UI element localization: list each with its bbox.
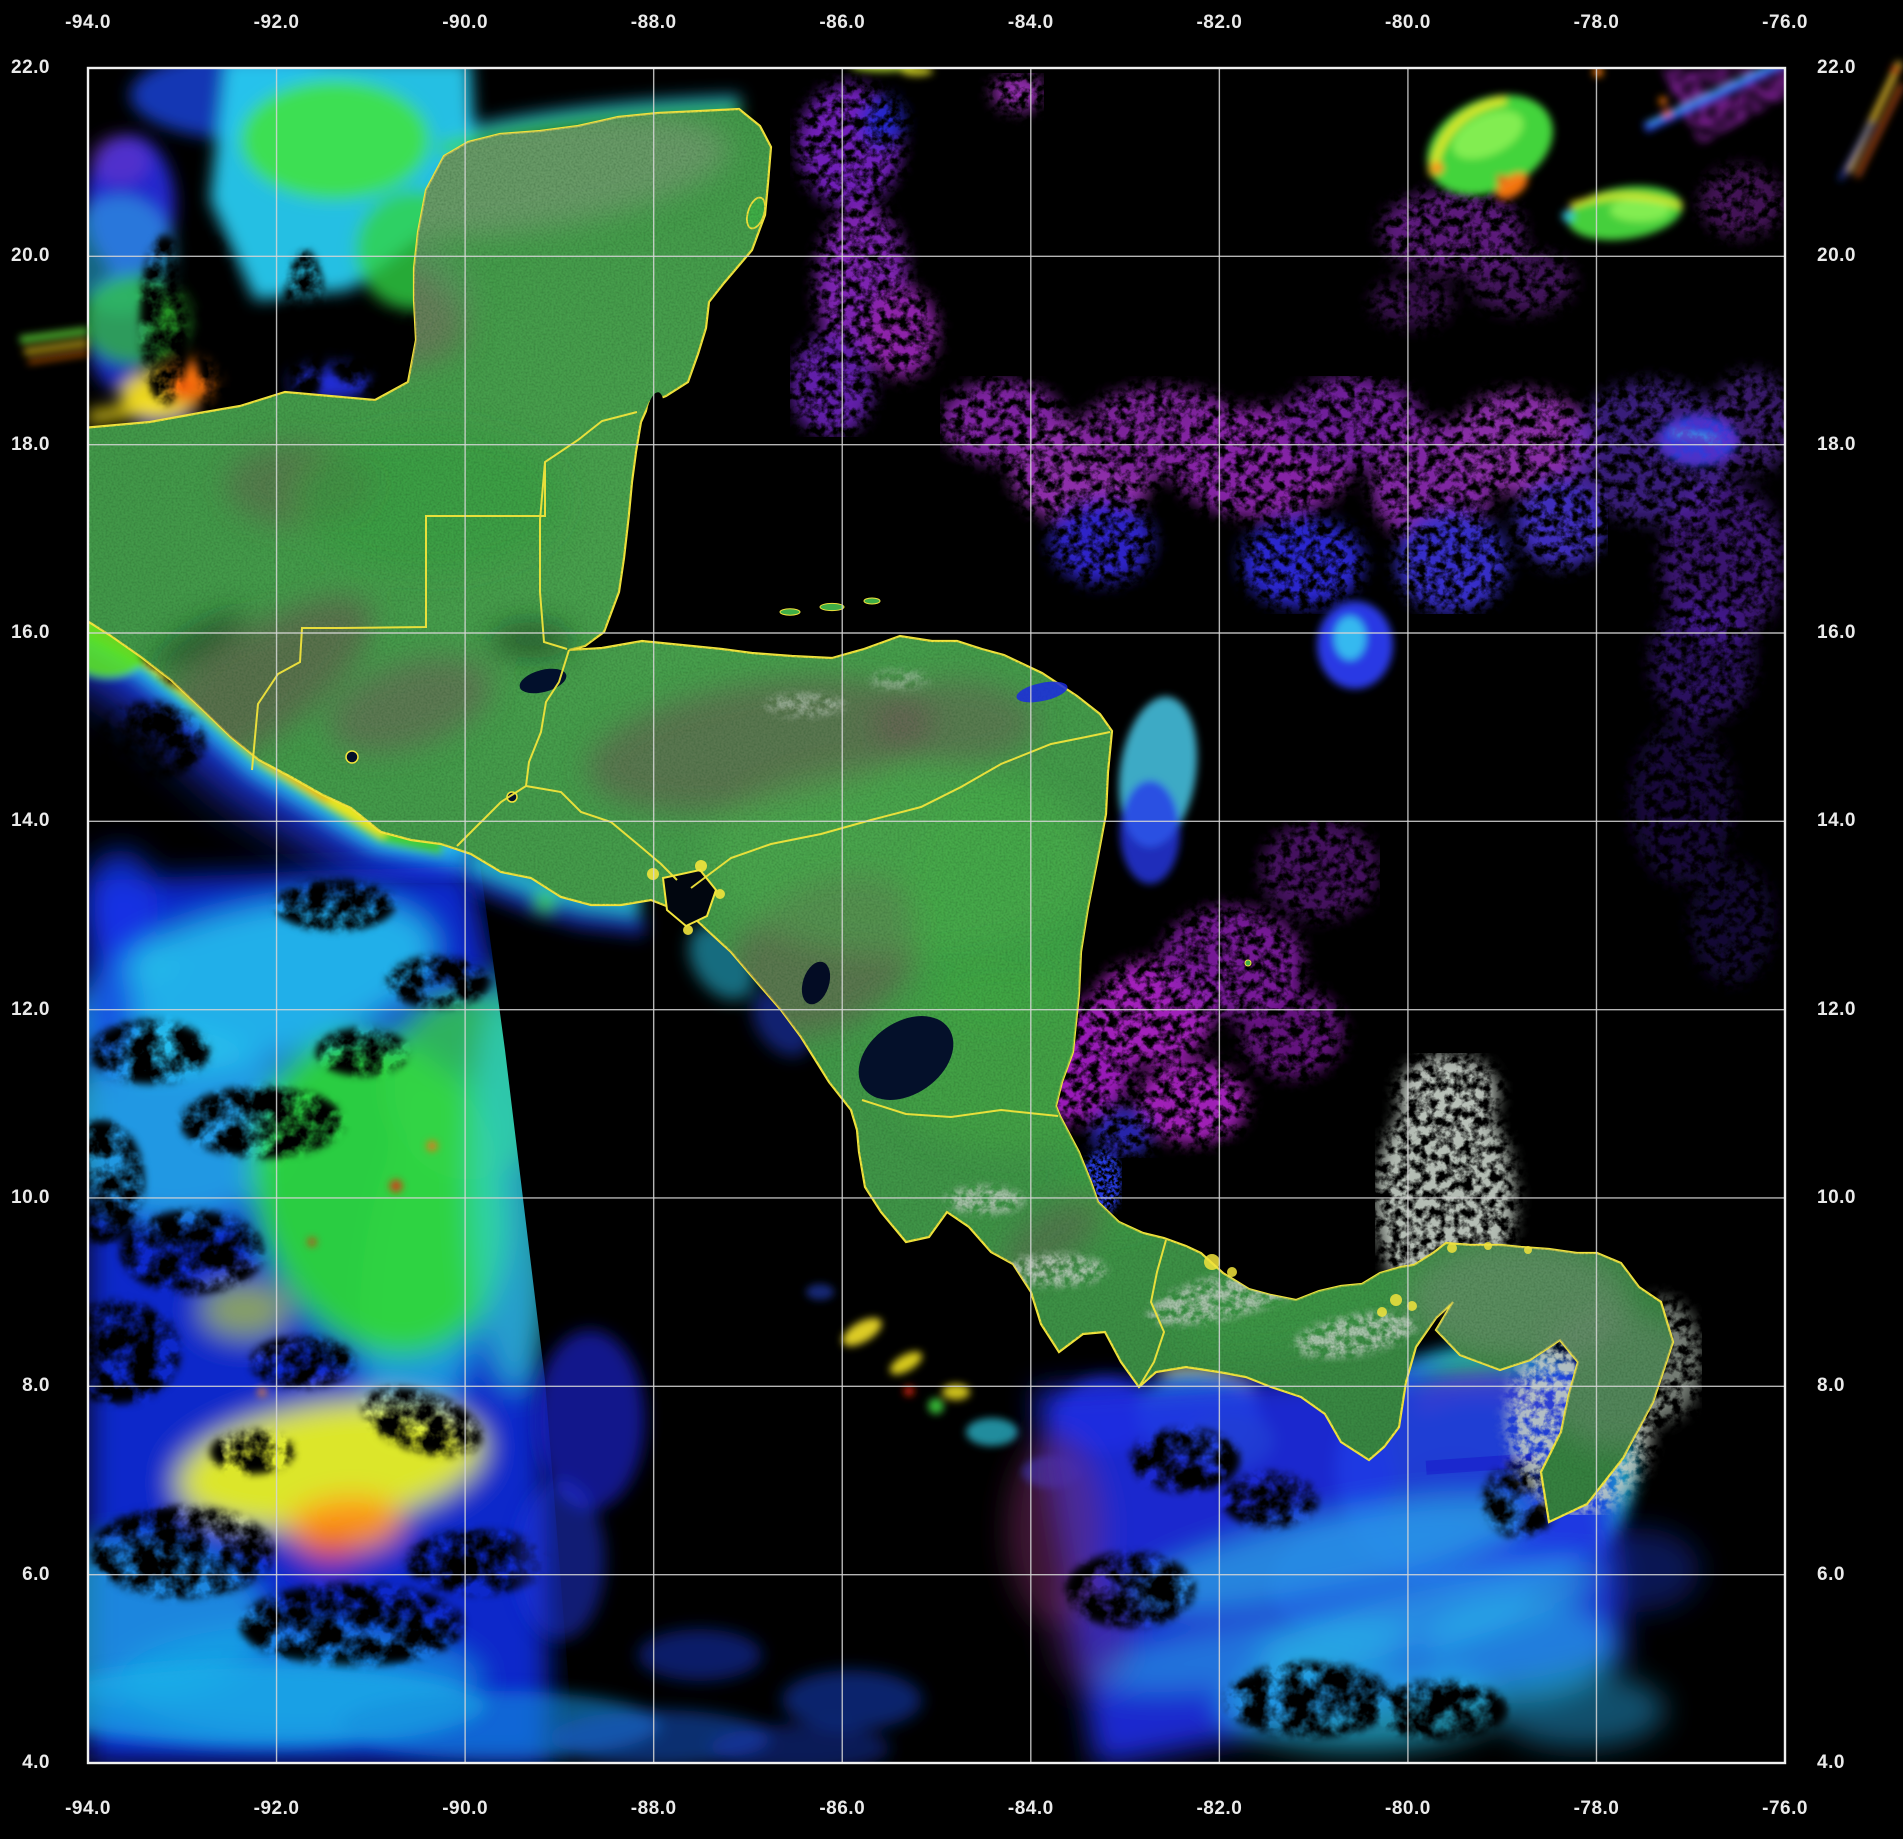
tick-label-lon-bottom-9: -76.0 (1762, 1798, 1808, 1819)
caribbean-violet-field-east (1370, 166, 1785, 984)
tick-label-lon-top-3: -88.0 (630, 12, 677, 33)
panama-coast-wetland-marks (1204, 1242, 1532, 1317)
tick-label-lon-bottom-5: -84.0 (1007, 1798, 1054, 1819)
tick-label-lat-right-1: 20.0 (1817, 245, 1856, 267)
tick-label-lat-right-9: 4.0 (1817, 1751, 1845, 1773)
border-guatemala-honduras (525, 649, 570, 787)
tick-label-lon-bottom-7: -80.0 (1385, 1798, 1431, 1819)
tick-label-lat-right-4: 14.0 (1817, 810, 1856, 832)
tick-label-lon-bottom-6: -82.0 (1196, 1798, 1243, 1819)
tick-label-lat-left-7: 8.0 (22, 1375, 50, 1397)
caribbean-cloud-speckle-central (940, 376, 1608, 614)
plot-frame (86, 66, 1787, 1765)
tick-label-lat-right-5: 12.0 (1817, 998, 1856, 1020)
political-borders (251, 411, 1532, 1388)
tick-label-lat-right-2: 18.0 (1817, 433, 1856, 455)
tick-label-lon-top-1: -92.0 (253, 12, 300, 33)
tick-label-lon-top-4: -86.0 (819, 12, 866, 33)
tick-label-lat-left-3: 16.0 (11, 621, 50, 643)
tick-label-lon-top-0: -94.0 (65, 12, 111, 33)
tick-label-lon-bottom-0: -94.0 (65, 1798, 111, 1819)
cuba-south-coast-blooms (851, 68, 1785, 240)
gulf-of-fonseca (647, 860, 725, 935)
bay-islands (779, 597, 1252, 967)
tick-label-lat-left-4: 14.0 (11, 810, 50, 832)
tick-label-lon-top-5: -84.0 (1007, 12, 1054, 33)
tick-label-lat-right-0: 22.0 (1817, 57, 1856, 78)
border-nicaragua-costarica (861, 1099, 1059, 1119)
border-guatemala-elsalvador (456, 785, 527, 847)
tick-label-lon-top-7: -80.0 (1385, 12, 1431, 33)
caribbean-cloud-speckle-east-of-yucatan (790, 73, 1044, 437)
tick-label-lon-bottom-1: -92.0 (253, 1798, 300, 1819)
border-mexico-guatemala (251, 411, 638, 771)
tick-label-lat-left-5: 12.0 (11, 998, 50, 1020)
ocean-coastal-bands (88, 845, 922, 1763)
pacific-red-hotspots (258, 1141, 437, 1396)
tick-label-lat-right-6: 10.0 (1817, 1186, 1856, 1208)
tick-label-lon-top-2: -90.0 (442, 12, 489, 33)
tick-label-lon-bottom-4: -86.0 (819, 1798, 866, 1819)
margin-overflow-streaks (19, 60, 1903, 364)
tick-label-lat-left-1: 20.0 (11, 245, 50, 267)
border-belize-guatemala (539, 461, 568, 650)
tick-label-lat-left-6: 10.0 (11, 1186, 50, 1208)
tick-label-lon-bottom-2: -90.0 (442, 1798, 489, 1819)
tick-label-lon-top-6: -82.0 (1196, 12, 1243, 33)
tick-label-lat-left-0: 22.0 (11, 57, 50, 78)
panama-bight-cloud-gaps (1065, 1428, 1558, 1740)
tick-label-lat-left-8: 6.0 (22, 1563, 50, 1585)
tick-label-lon-bottom-8: -78.0 (1573, 1798, 1620, 1819)
tick-label-lat-right-3: 16.0 (1817, 621, 1856, 643)
tick-label-lat-right-8: 6.0 (1817, 1563, 1845, 1585)
border-costarica-panama (1138, 1239, 1167, 1388)
lakes (345, 392, 1068, 1100)
tick-label-lon-top-9: -76.0 (1762, 12, 1808, 33)
border-honduras-nicaragua (690, 731, 1111, 889)
tick-label-lat-left-2: 18.0 (11, 433, 50, 455)
pacific-cloud-gaps (88, 879, 550, 1667)
tick-label-lon-bottom-3: -88.0 (630, 1798, 677, 1819)
tick-label-lat-left-9: 4.0 (22, 1751, 50, 1773)
tick-label-lon-top-8: -78.0 (1573, 12, 1620, 33)
tick-label-lat-right-7: 8.0 (1817, 1375, 1845, 1397)
